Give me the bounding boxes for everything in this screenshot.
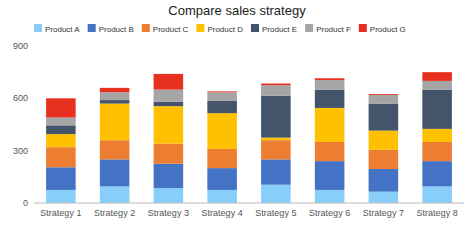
bar [100, 92, 130, 100]
legend-label: Product G [370, 25, 406, 34]
bar [100, 159, 130, 186]
bar [46, 125, 76, 134]
x-tick-label: Strategy 4 [202, 208, 243, 218]
legend-swatch [142, 24, 150, 32]
bar [315, 78, 345, 80]
bar [154, 102, 184, 106]
bar [261, 185, 291, 203]
y-tick-label: 300 [13, 146, 28, 156]
bar [422, 142, 452, 161]
x-tick-label: Strategy 1 [40, 208, 81, 218]
bar [369, 104, 399, 131]
y-tick-label: 900 [13, 41, 28, 51]
x-axis-line [34, 203, 464, 204]
bar [369, 192, 399, 203]
bar [46, 147, 76, 167]
bar [369, 93, 399, 95]
y-tick-label: 0 [23, 198, 28, 208]
bar [207, 190, 237, 203]
bar [46, 167, 76, 190]
bar [100, 140, 130, 159]
bar [369, 95, 399, 104]
x-tick-label: Strategy 8 [417, 208, 458, 218]
bar [422, 90, 452, 129]
x-tick-label: Strategy 2 [94, 208, 135, 218]
bar [422, 186, 452, 203]
bar [46, 190, 76, 203]
bar [369, 169, 399, 192]
bar [154, 90, 184, 102]
bar [422, 72, 452, 81]
bar [315, 161, 345, 190]
bar [207, 168, 237, 190]
legend-label: Product F [316, 25, 351, 34]
bar [422, 129, 452, 142]
bar [207, 91, 237, 93]
bar [154, 74, 184, 90]
bar [422, 161, 452, 186]
bar [154, 164, 184, 188]
bar [46, 134, 76, 147]
bar [261, 138, 291, 141]
bar [207, 113, 237, 149]
bar [100, 186, 130, 203]
legend-label: Product B [99, 25, 134, 34]
legend-swatch [88, 24, 96, 32]
bar [315, 190, 345, 203]
bar [100, 88, 130, 92]
x-tick-label: Strategy 6 [309, 208, 350, 218]
x-tick-label: Strategy 3 [148, 208, 189, 218]
bars [46, 72, 452, 203]
legend-swatch [251, 24, 259, 32]
bar [261, 140, 291, 159]
legend-label: Product E [262, 25, 297, 34]
legend-label: Product D [207, 25, 243, 34]
bar [46, 118, 76, 126]
title: Compare sales strategy [168, 3, 306, 18]
bar [154, 188, 184, 203]
legend-swatch [305, 24, 313, 32]
bar [207, 149, 237, 168]
bar [369, 150, 399, 169]
bar [261, 85, 291, 95]
x-tick-label: Strategy 7 [363, 208, 404, 218]
bar [315, 90, 345, 108]
bar [207, 92, 237, 101]
bar [261, 96, 291, 138]
legend: Product A Product B Product C Product D Prod… [34, 24, 406, 34]
y-tick-label: 600 [13, 93, 28, 103]
x-tick-label: Strategy 5 [255, 208, 296, 218]
bar [315, 108, 345, 142]
legend-label: Product C [153, 25, 189, 34]
bar [261, 159, 291, 184]
chart: Compare sales strategy Product A Product B… [0, 0, 474, 227]
bar [154, 106, 184, 144]
legend-swatch [196, 24, 204, 32]
legend-swatch [34, 24, 42, 32]
bar [46, 98, 76, 117]
bar [207, 101, 237, 113]
legend-label: Product A [45, 25, 80, 34]
bar [100, 104, 130, 141]
legend-swatch [359, 24, 367, 32]
bar [261, 84, 291, 86]
bar [315, 80, 345, 90]
bar [369, 131, 399, 150]
bar [422, 81, 452, 90]
bar [100, 100, 130, 103]
bar [154, 144, 184, 164]
bar [315, 142, 345, 161]
